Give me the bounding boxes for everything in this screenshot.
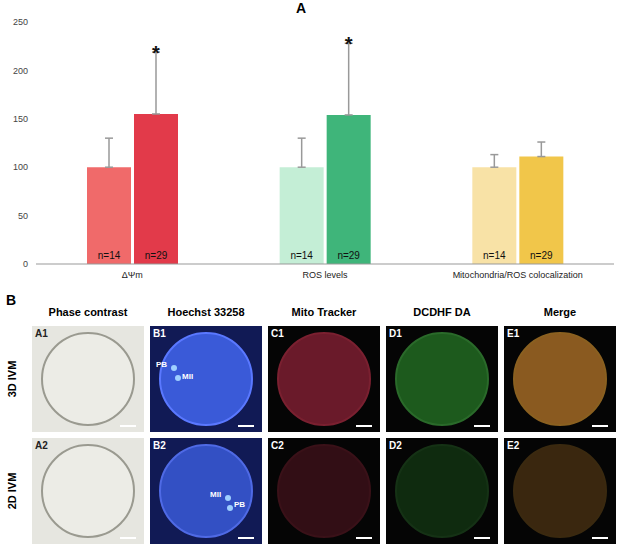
html-text:3D IVM: 3D IVM xyxy=(6,360,18,398)
svg-text:200: 200 xyxy=(13,66,28,76)
svg-text:n=14: n=14 xyxy=(98,250,121,261)
svg-text:n=29: n=29 xyxy=(337,250,360,261)
svg-text:*: * xyxy=(152,42,160,64)
svg-text:*: * xyxy=(345,33,353,55)
html-text:A1: A1 xyxy=(35,328,48,339)
html-text:C1: C1 xyxy=(271,328,284,339)
svg-text:0: 0 xyxy=(23,259,28,269)
html-text:B2: B2 xyxy=(153,440,166,451)
svg-text:Mitochondria/ROS colocalizatio: Mitochondria/ROS colocalization xyxy=(453,270,583,280)
svg-text:ROS levels: ROS levels xyxy=(302,270,348,280)
html-text:A: A xyxy=(296,0,307,16)
html-text:Phase contrast: Phase contrast xyxy=(48,306,128,318)
html-text:Mito Tracker: Mito Tracker xyxy=(291,306,357,318)
svg-text:250: 250 xyxy=(13,17,28,27)
svg-text:50: 50 xyxy=(18,211,28,221)
svg-text:n=29: n=29 xyxy=(530,250,553,261)
svg-text:150: 150 xyxy=(13,114,28,124)
html-text:B: B xyxy=(6,292,17,308)
html-text:E2: E2 xyxy=(507,440,520,451)
html-text:C2: C2 xyxy=(271,440,284,451)
html-text:MII: MII xyxy=(210,490,222,499)
html-text:A2: A2 xyxy=(35,440,48,451)
html-text:Merge: Merge xyxy=(543,306,577,318)
html-text:2D IVM: 2D IVM xyxy=(6,472,18,510)
html-text:D1: D1 xyxy=(389,328,402,339)
html-text:MII: MII xyxy=(182,372,194,381)
svg-text:100: 100 xyxy=(13,162,28,172)
svg-text:n=14: n=14 xyxy=(483,250,506,261)
html-text:B1: B1 xyxy=(153,328,166,339)
svg-text:ΔΨm: ΔΨm xyxy=(122,270,143,280)
html-text:D2: D2 xyxy=(389,440,402,451)
svg-text:n=14: n=14 xyxy=(290,250,313,261)
html-text:PB: PB xyxy=(156,360,168,369)
svg-text:n=29: n=29 xyxy=(145,250,168,261)
html-text:Hoechst 33258: Hoechst 33258 xyxy=(167,306,245,318)
html-text:DCDHF DA: DCDHF DA xyxy=(413,306,471,318)
html-text:E1: E1 xyxy=(507,328,520,339)
html-text:PB: PB xyxy=(234,500,246,509)
